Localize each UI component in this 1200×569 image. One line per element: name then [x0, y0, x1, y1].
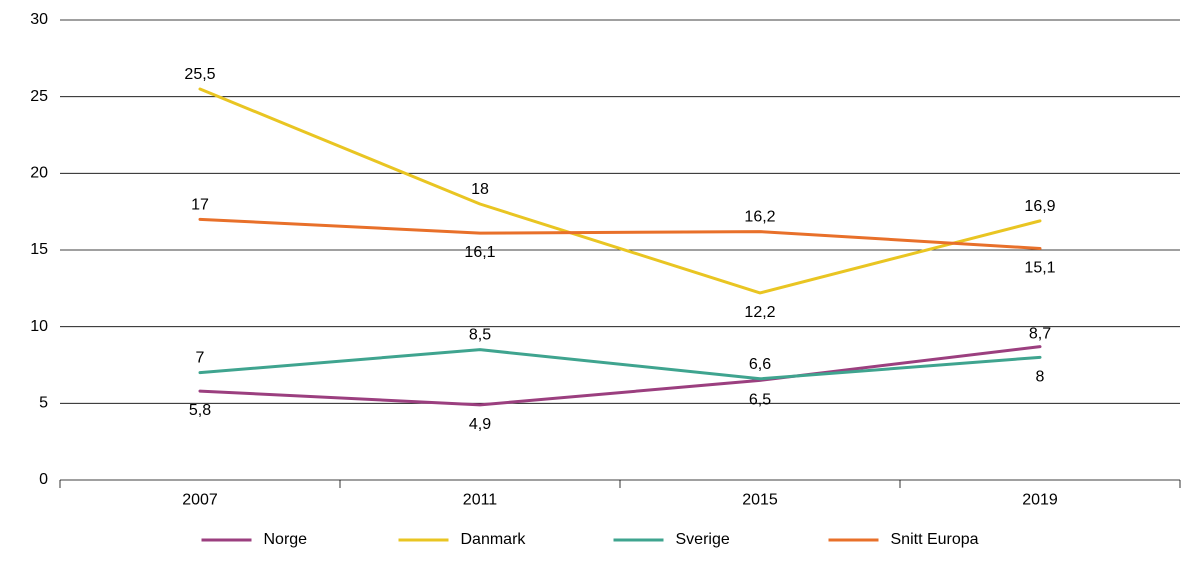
x-axis-tick-label: 2015: [742, 491, 778, 508]
line-chart: 0 5 10 15 20 25 30 2007 2011 2015 2019 5,8 4,9 6,5 8,7…: [0, 0, 1200, 569]
data-label: 15,1: [1024, 259, 1055, 276]
legend-label: Danmark: [461, 531, 527, 548]
data-label: 6,5: [749, 391, 771, 408]
y-axis-tick-label: 5: [39, 395, 48, 412]
y-axis-tick-label: 25: [30, 88, 48, 105]
data-label: 17: [191, 196, 209, 213]
legend-label: Snitt Europa: [891, 531, 979, 548]
y-axis-tick-label: 10: [30, 318, 48, 335]
y-axis-tick-label: 0: [39, 471, 48, 488]
chart-canvas: 0 5 10 15 20 25 30 2007 2011 2015 2019 5,8 4,9 6,5 8,7…: [0, 0, 1200, 569]
data-label: 5,8: [189, 402, 211, 419]
y-axis-tick-label: 15: [30, 241, 48, 258]
legend-label: Sverige: [676, 531, 730, 548]
chart-background: [0, 0, 1200, 569]
data-label: 16,9: [1024, 198, 1055, 215]
data-label: 8,7: [1029, 326, 1051, 343]
data-label: 12,2: [744, 304, 775, 321]
x-axis-tick-label: 2011: [463, 491, 498, 508]
data-label: 8: [1036, 368, 1045, 385]
legend-label: Norge: [264, 531, 308, 548]
data-label: 16,2: [744, 209, 775, 226]
y-axis-tick-label: 30: [30, 11, 48, 28]
data-label: 7: [196, 350, 205, 367]
data-label: 4,9: [469, 416, 491, 433]
data-label: 25,5: [184, 66, 215, 83]
x-axis-tick-label: 2007: [182, 491, 218, 508]
data-label: 18: [471, 181, 489, 198]
x-axis-tick-label: 2019: [1022, 491, 1058, 508]
data-label: 8,5: [469, 327, 491, 344]
y-axis-tick-label: 20: [30, 165, 48, 182]
data-label: 6,6: [749, 356, 771, 373]
data-label: 16,1: [464, 244, 495, 261]
